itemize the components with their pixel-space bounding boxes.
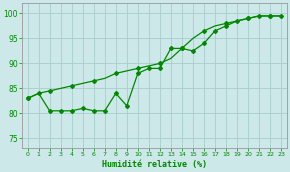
- X-axis label: Humidité relative (%): Humidité relative (%): [102, 159, 207, 169]
